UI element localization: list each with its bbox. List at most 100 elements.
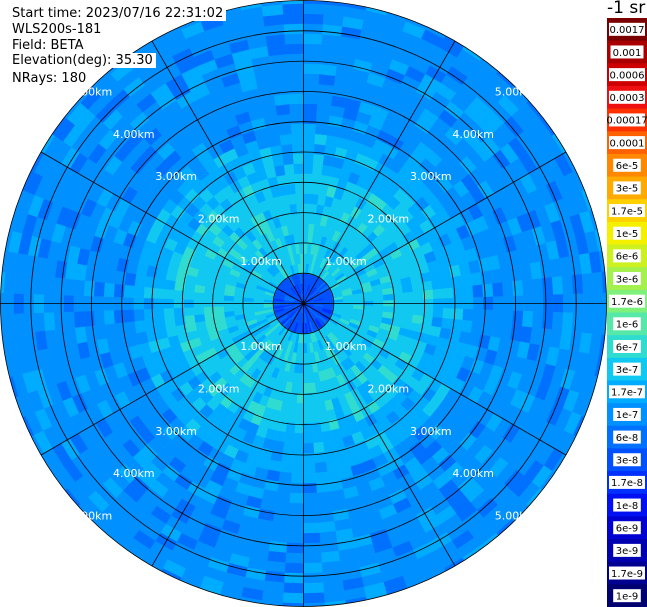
radar-cell [442, 308, 454, 320]
radar-cell [163, 307, 175, 319]
colorbar-label-bg [609, 566, 645, 580]
colorbar-label: 3e-5 [616, 184, 639, 195]
radar-cell [293, 163, 304, 175]
radar-cell [318, 521, 336, 534]
radar-cell [372, 294, 384, 302]
range-ring-label: 2.00km [368, 382, 410, 395]
range-ring-label: 1.00km [325, 255, 367, 268]
radar-cell [591, 313, 604, 336]
radar-cell [470, 321, 483, 335]
radar-cell [297, 383, 304, 394]
range-ring-label: 4.00km [113, 467, 155, 480]
radar-cell [313, 441, 325, 454]
radar-cell [411, 282, 424, 293]
azimuth-spoke [303, 151, 567, 304]
radar-cell [362, 295, 374, 302]
range-ring-label: 3.00km [155, 425, 197, 438]
azimuth-spoke [40, 151, 304, 304]
radar-cell [269, 63, 288, 76]
colorbar-label: 1e-5 [616, 229, 639, 240]
radar-cell [571, 312, 584, 333]
radar-cell [314, 133, 328, 146]
radar-cell [285, 552, 304, 564]
radar-cell [272, 511, 290, 524]
colorbar-label-bg [609, 113, 645, 127]
radar-cell [294, 183, 304, 194]
radar-cell [124, 321, 137, 335]
radar-cell [289, 103, 304, 115]
radar-cell [297, 223, 304, 234]
radar-cell [284, 562, 304, 574]
radar-cell [317, 511, 335, 524]
radar-cell [460, 273, 473, 287]
ppi-plot: 1.00km 1.00km 1.00km 1.00km 2.00km 2.00km 2.00… [0, 0, 607, 607]
colorbar-label-bg [613, 498, 641, 512]
radar-cell [297, 373, 304, 384]
colorbar-label-bg [609, 136, 645, 150]
range-ring-label: 3.00km [410, 170, 452, 183]
colorbar-label-bg [609, 90, 645, 104]
colorbar: 0.0017 0.001 0.0006 0.0003 0.00017 0.0001 6e-5… [607, 18, 647, 607]
radar-cell [284, 33, 304, 45]
radar-cell [293, 432, 304, 444]
radar-cell [303, 343, 308, 354]
radar-cell [243, 305, 254, 310]
radar-cell [287, 83, 304, 95]
radar-cell [303, 153, 315, 165]
colorbar-label-bg [613, 272, 641, 286]
radar-cell [103, 282, 115, 298]
radar-cell [541, 311, 554, 330]
radar-cell [133, 285, 145, 299]
radar-cell [303, 383, 310, 394]
colorbar-label: 1e-8 [616, 501, 639, 512]
radar-cell [512, 310, 524, 327]
radar-cell [315, 471, 329, 484]
radar-cell [292, 153, 304, 165]
colorbar-label: 1.7e-6 [611, 297, 643, 308]
radar-cell [462, 285, 474, 299]
radar-cell [193, 313, 206, 323]
radar-cell [303, 522, 320, 534]
radar-cell [541, 277, 554, 296]
radar-cell [296, 393, 304, 404]
radar-cell [303, 223, 310, 234]
radar-cell [154, 277, 166, 290]
radar-cell [291, 133, 304, 145]
radar-cell [571, 274, 584, 295]
radar-cell [303, 592, 325, 604]
colorbar-label: 3e-8 [616, 456, 639, 467]
radar-cell [282, 153, 294, 166]
radar-cell [296, 203, 304, 214]
radar-cell [303, 23, 324, 35]
radar-cell [163, 288, 175, 300]
azimuth-spoke [151, 303, 304, 567]
radar-cell [310, 402, 320, 414]
radar-cell [303, 462, 316, 474]
radar-cell [313, 153, 325, 166]
radar-cell [441, 277, 453, 290]
radar-cell [290, 472, 304, 484]
radar-cell [53, 277, 66, 296]
radar-cell [300, 263, 304, 274]
radar-cell [295, 193, 304, 204]
colorbar-label: 0.0001 [610, 138, 645, 149]
radar-cell [314, 461, 328, 474]
radar-cell [295, 403, 304, 414]
radar-cell [134, 273, 147, 287]
radar-cell [193, 291, 205, 301]
range-ring-labels: 1.00km 1.00km 1.00km 1.00km 2.00km 2.00km 2.00… [71, 85, 537, 522]
radar-cell [283, 582, 304, 594]
radar-cell [279, 133, 293, 146]
radar-cell [193, 306, 205, 316]
radar-cell [432, 307, 444, 319]
radar-cell [303, 123, 317, 135]
range-ring-label: 3.00km [155, 170, 197, 183]
radar-cell [274, 501, 290, 514]
radar-cell [303, 3, 325, 15]
radar-cell [303, 532, 321, 544]
radar-cell [43, 276, 56, 295]
radar-cell [289, 492, 304, 504]
radar-cell [303, 492, 318, 504]
radar-cell [591, 271, 604, 294]
radar-cell [272, 154, 285, 167]
